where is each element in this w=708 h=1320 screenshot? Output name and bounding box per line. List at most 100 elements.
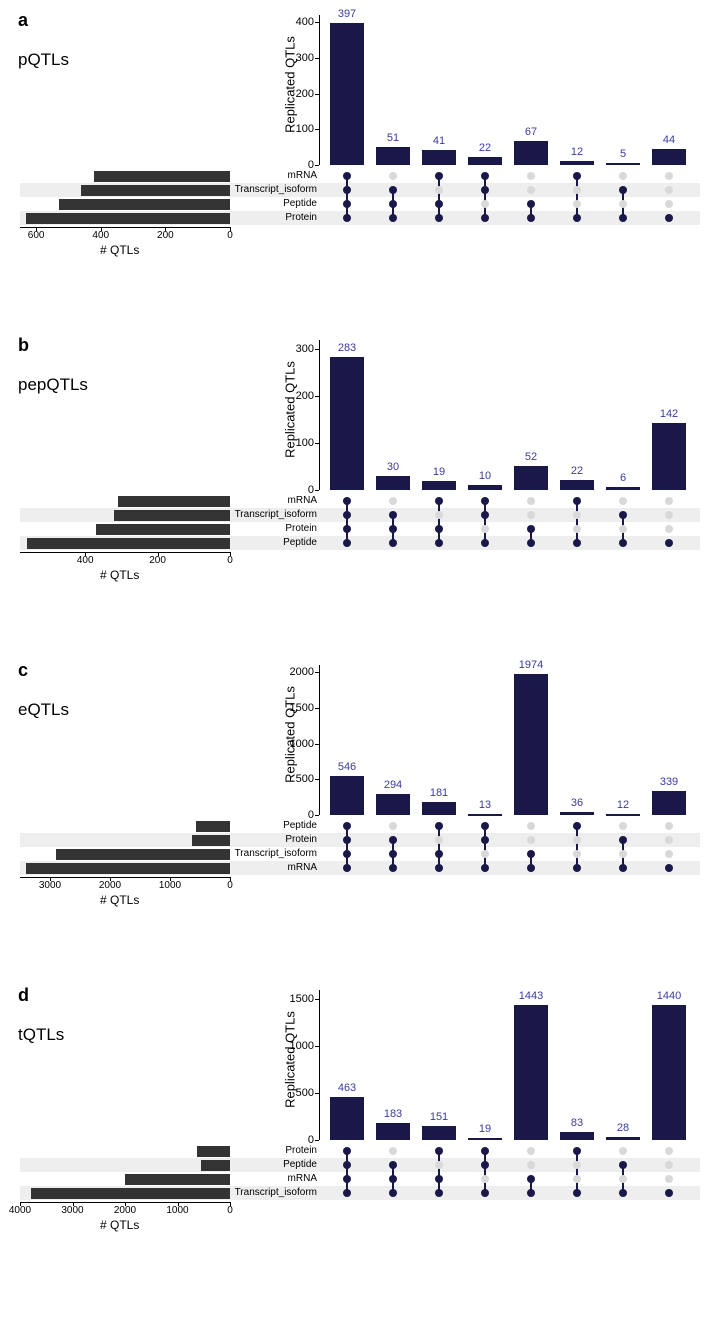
bar-value-label: 151 <box>430 1111 448 1123</box>
dot-active <box>527 539 535 547</box>
dot-active <box>389 200 397 208</box>
dot-connector <box>346 176 348 218</box>
set-size-bar <box>56 849 230 860</box>
dot-active <box>343 539 351 547</box>
dot-inactive <box>665 1147 673 1155</box>
dot-inactive <box>573 850 581 858</box>
intersection-bar <box>330 357 364 490</box>
hbar-tick-mark <box>85 552 86 556</box>
bar-value-label: 397 <box>338 8 356 20</box>
dot-active <box>481 864 489 872</box>
intersection-bar <box>652 149 686 165</box>
bar-value-label: 30 <box>387 461 399 473</box>
dot-active <box>619 511 627 519</box>
dot-active <box>665 539 673 547</box>
dot-inactive <box>665 497 673 505</box>
set-size-bar <box>96 524 230 535</box>
dot-inactive <box>481 525 489 533</box>
panel-letter: b <box>18 335 29 356</box>
y-axis-line <box>319 990 320 1140</box>
dot-connector <box>484 501 486 543</box>
intersection-bar <box>514 1005 548 1140</box>
set-row-stripe <box>20 1158 700 1172</box>
hbar-tick-mark <box>50 877 51 881</box>
set-size-bar <box>192 835 230 846</box>
bar-value-label: 1974 <box>519 659 543 671</box>
set-size-bar <box>59 199 230 210</box>
intersection-bar <box>422 1126 456 1140</box>
dot-active <box>343 850 351 858</box>
set-row-label: mRNA <box>225 495 317 506</box>
dot-connector <box>484 826 486 868</box>
bar-value-label: 12 <box>617 799 629 811</box>
dot-connector <box>438 176 440 218</box>
y-axis-label: Replicated QTLs <box>283 1000 298 1120</box>
dot-active <box>573 214 581 222</box>
set-row-label: Peptide <box>225 198 317 209</box>
set-size-bar <box>197 1146 230 1157</box>
dot-active <box>389 511 397 519</box>
intersection-bar <box>376 476 410 490</box>
y-tick-mark <box>315 815 319 816</box>
set-row-label: mRNA <box>225 1173 317 1184</box>
dot-active <box>665 864 673 872</box>
dot-active <box>389 539 397 547</box>
dot-connector <box>438 1151 440 1193</box>
intersection-bar <box>514 466 548 490</box>
dot-active <box>619 214 627 222</box>
dot-inactive <box>527 172 535 180</box>
set-size-bar <box>201 1160 230 1171</box>
dot-active <box>619 186 627 194</box>
dot-inactive <box>435 1161 443 1169</box>
hbar-axis-line <box>20 552 230 553</box>
dot-active <box>389 1161 397 1169</box>
dot-active <box>343 172 351 180</box>
hbar-axis-label: # QTLs <box>100 1218 139 1232</box>
set-row-label: Protein <box>225 523 317 534</box>
hbar-tick: 1000 <box>166 1205 188 1216</box>
set-row-label: Protein <box>225 834 317 845</box>
dot-inactive <box>619 497 627 505</box>
dot-active <box>343 511 351 519</box>
hbar-tick: 0 <box>227 880 233 891</box>
hbar-tick-mark <box>110 877 111 881</box>
intersection-bar <box>422 802 456 815</box>
dot-active <box>481 1147 489 1155</box>
y-tick: 400 <box>280 16 314 28</box>
dot-connector <box>438 826 440 868</box>
dot-inactive <box>573 1161 581 1169</box>
hbar-tick: 400 <box>77 555 94 566</box>
hbar-tick-mark <box>165 227 166 231</box>
set-row-label: Protein <box>225 212 317 223</box>
dot-inactive <box>665 186 673 194</box>
intersection-bar <box>468 485 502 490</box>
bar-value-label: 13 <box>479 799 491 811</box>
bar-value-label: 22 <box>571 465 583 477</box>
dot-active <box>573 1189 581 1197</box>
dot-inactive <box>665 1175 673 1183</box>
intersection-bar <box>376 147 410 165</box>
dot-active <box>619 836 627 844</box>
hbar-tick: 2000 <box>99 880 121 891</box>
intersection-bar <box>652 791 686 815</box>
panel-d: dtQTLsReplicated QTLs0500100015004631831… <box>10 985 698 1280</box>
dot-inactive <box>527 836 535 844</box>
dot-active <box>435 172 443 180</box>
y-tick: 100 <box>280 123 314 135</box>
hbar-tick: 200 <box>157 230 174 241</box>
hbar-tick-mark <box>178 1202 179 1206</box>
dot-active <box>389 1189 397 1197</box>
y-axis-line <box>319 340 320 490</box>
hbar-tick-mark <box>170 877 171 881</box>
figure-root: apQTLsReplicated QTLs0100200300400397514… <box>10 10 698 1280</box>
intersection-bar <box>468 814 502 816</box>
panel-a: apQTLsReplicated QTLs0100200300400397514… <box>10 10 698 305</box>
dot-active <box>527 214 535 222</box>
bar-value-label: 6 <box>620 472 626 484</box>
dot-active <box>527 864 535 872</box>
y-tick: 300 <box>280 52 314 64</box>
dot-active <box>343 1189 351 1197</box>
dot-connector <box>576 501 578 543</box>
y-tick: 1500 <box>280 993 314 1005</box>
hbar-axis-line <box>20 877 230 878</box>
